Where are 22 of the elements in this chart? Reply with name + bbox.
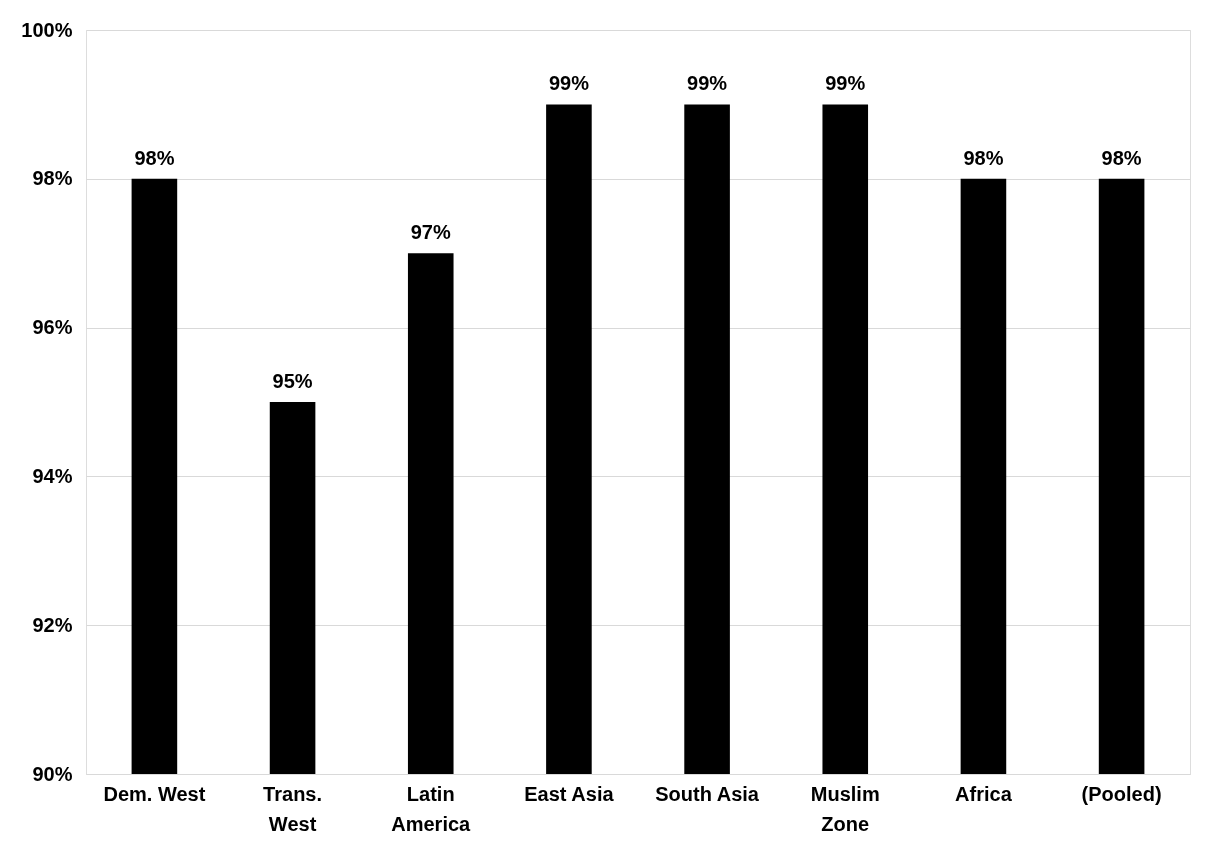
data-label: 98% — [1101, 146, 1142, 169]
x-tick-label: Trans. West — [263, 782, 323, 835]
y-tick-label: 96% — [32, 316, 73, 339]
data-label: 95% — [272, 370, 313, 392]
x-tick-label: Dem. West — [103, 782, 206, 805]
x-tick-label: Africa — [955, 782, 1013, 805]
y-tick-label: 100% — [21, 18, 73, 41]
data-label: 97% — [410, 221, 451, 244]
y-tick-label: 98% — [32, 167, 73, 190]
data-label: 99% — [687, 72, 728, 95]
x-tick-label: (Pooled) — [1081, 782, 1162, 805]
y-tick-label: 94% — [32, 464, 73, 487]
data-label: 98% — [963, 146, 1004, 169]
data-label: 98% — [134, 146, 175, 169]
x-tick-label: Muslim Zone — [810, 782, 880, 835]
x-tick-label: South Asia — [655, 782, 760, 805]
y-tick-label: 90% — [32, 762, 73, 785]
y-tick-label: 92% — [32, 613, 73, 636]
x-tick-label: East Asia — [524, 782, 615, 805]
data-label: 99% — [825, 72, 866, 95]
data-label: 99% — [548, 72, 590, 95]
x-tick-label: Latin America — [391, 782, 472, 835]
